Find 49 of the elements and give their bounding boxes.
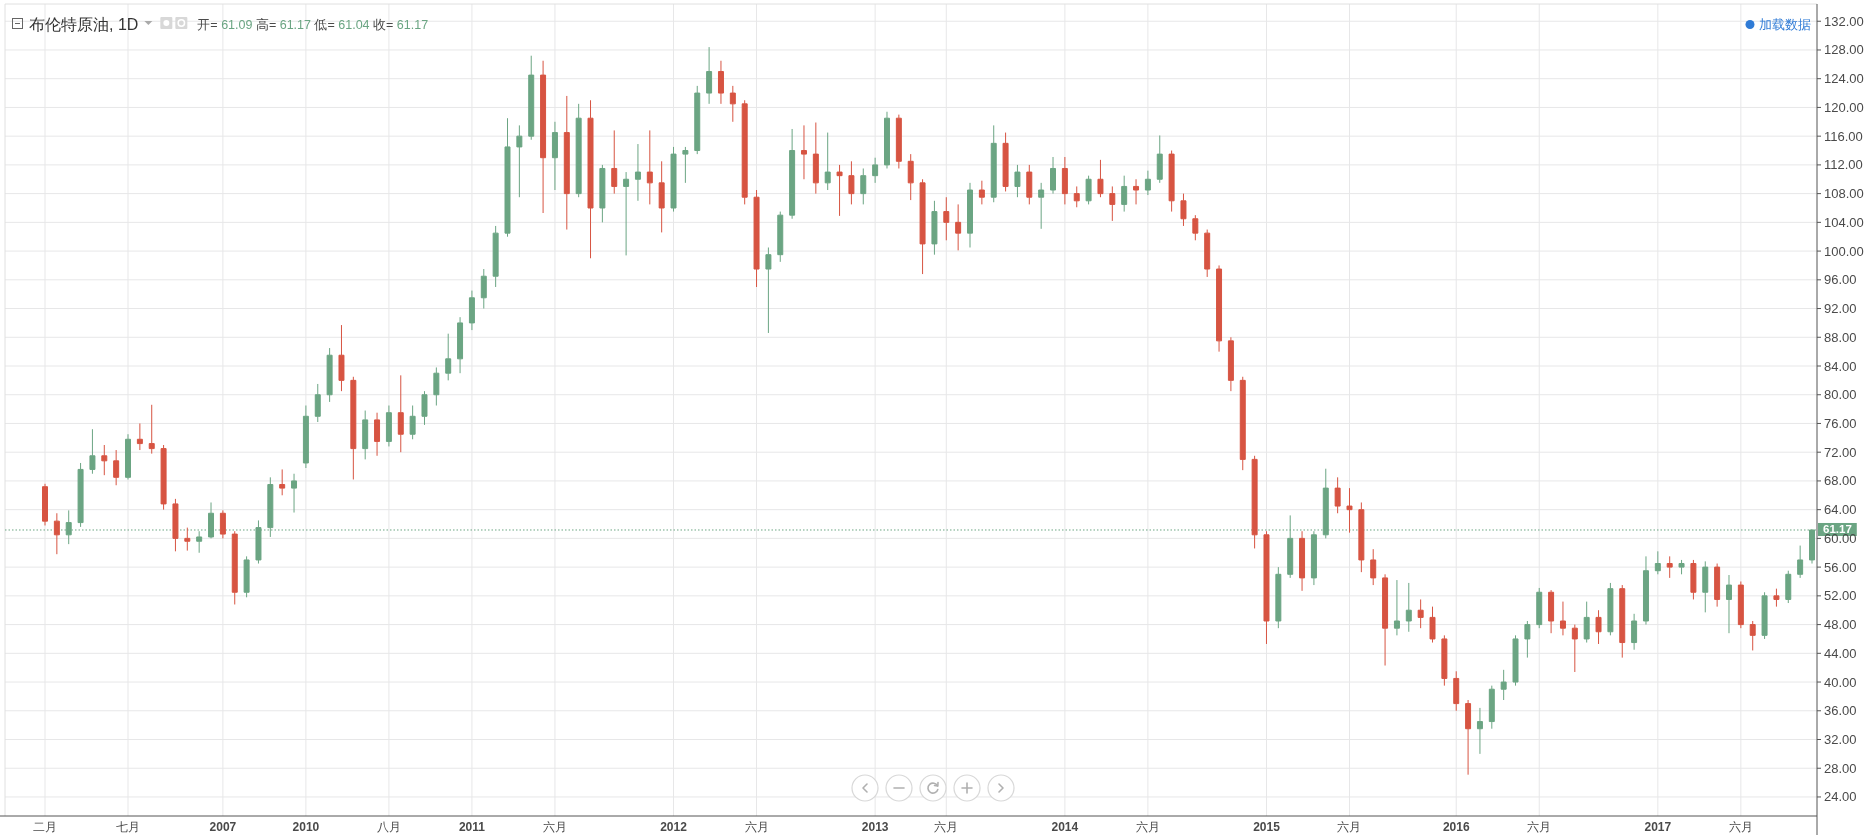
y-tick-label: 108.00: [1824, 186, 1864, 202]
y-tick-label: 56.00: [1824, 559, 1857, 575]
y-tick-label: 64.00: [1824, 502, 1857, 518]
text: 开= 61.09 高= 61.17 低= 61.04 收= 61.17: [197, 17, 429, 32]
annotation: 加载数据: [1759, 17, 1811, 32]
y-tick-label: 76.00: [1824, 415, 1857, 431]
y-tick-label: 52.00: [1824, 588, 1857, 604]
x-tick-label: 2015: [1253, 820, 1281, 834]
x-tick-label: 2016: [1442, 820, 1470, 834]
x-tick-label: 2011: [458, 820, 486, 834]
x-tick-label: 七月: [116, 820, 141, 834]
y-tick-label: 104.00: [1824, 214, 1864, 230]
y-tick-label: 68.00: [1824, 473, 1857, 489]
y-tick-label: 112.00: [1824, 157, 1863, 173]
y-tick-label: 116.00: [1824, 128, 1863, 144]
x-tick-label: 六月: [1337, 820, 1362, 834]
y-tick-label: 100.00: [1824, 243, 1864, 259]
x-tick-label: 2014: [1051, 820, 1079, 834]
y-tick-label: 40.00: [1824, 674, 1857, 690]
x-tick-label: 二月: [33, 820, 57, 834]
y-tick-label: 32.00: [1824, 732, 1857, 747]
y-tick-label: 28.00: [1824, 760, 1857, 776]
y-tick-label: 120.00: [1824, 99, 1864, 115]
x-tick-label: 2012: [660, 820, 688, 834]
y-tick-label: 96.00: [1824, 272, 1857, 288]
y-tick-label: 36.00: [1824, 703, 1857, 719]
x-tick-label: 2017: [1644, 820, 1672, 834]
y-tick-label: 72.00: [1824, 444, 1857, 460]
x-tick-label: 八月: [376, 820, 401, 834]
y-tick-label: 44.00: [1824, 645, 1857, 661]
y-tick-label: 92.00: [1824, 301, 1857, 317]
x-tick-label: 六月: [1135, 820, 1160, 834]
y-tick-label: 84.00: [1824, 358, 1857, 374]
y-tick-label: 132.00: [1824, 13, 1864, 29]
x-tick-label: 2013: [861, 820, 889, 834]
x-tick-label: 六月: [1728, 820, 1753, 834]
y-tick-label: 24.00: [1824, 789, 1857, 805]
x-tick-label: 六月: [934, 820, 959, 834]
y-tick-label: 88.00: [1824, 329, 1857, 345]
x-tick-label: 2007: [209, 820, 237, 834]
x-tick-label: 2010: [292, 820, 320, 834]
x-tick-label: 六月: [1527, 820, 1552, 834]
x-tick-label: 六月: [542, 820, 567, 834]
y-tick-label: 48.00: [1824, 617, 1857, 633]
y-tick-label: 128.00: [1824, 42, 1864, 58]
y-tick-label: 124.00: [1824, 71, 1864, 87]
x-tick-label: 六月: [744, 820, 769, 834]
y-tick-label: 80.00: [1824, 387, 1857, 403]
text: 布伦特原油, 1D: [29, 16, 139, 33]
